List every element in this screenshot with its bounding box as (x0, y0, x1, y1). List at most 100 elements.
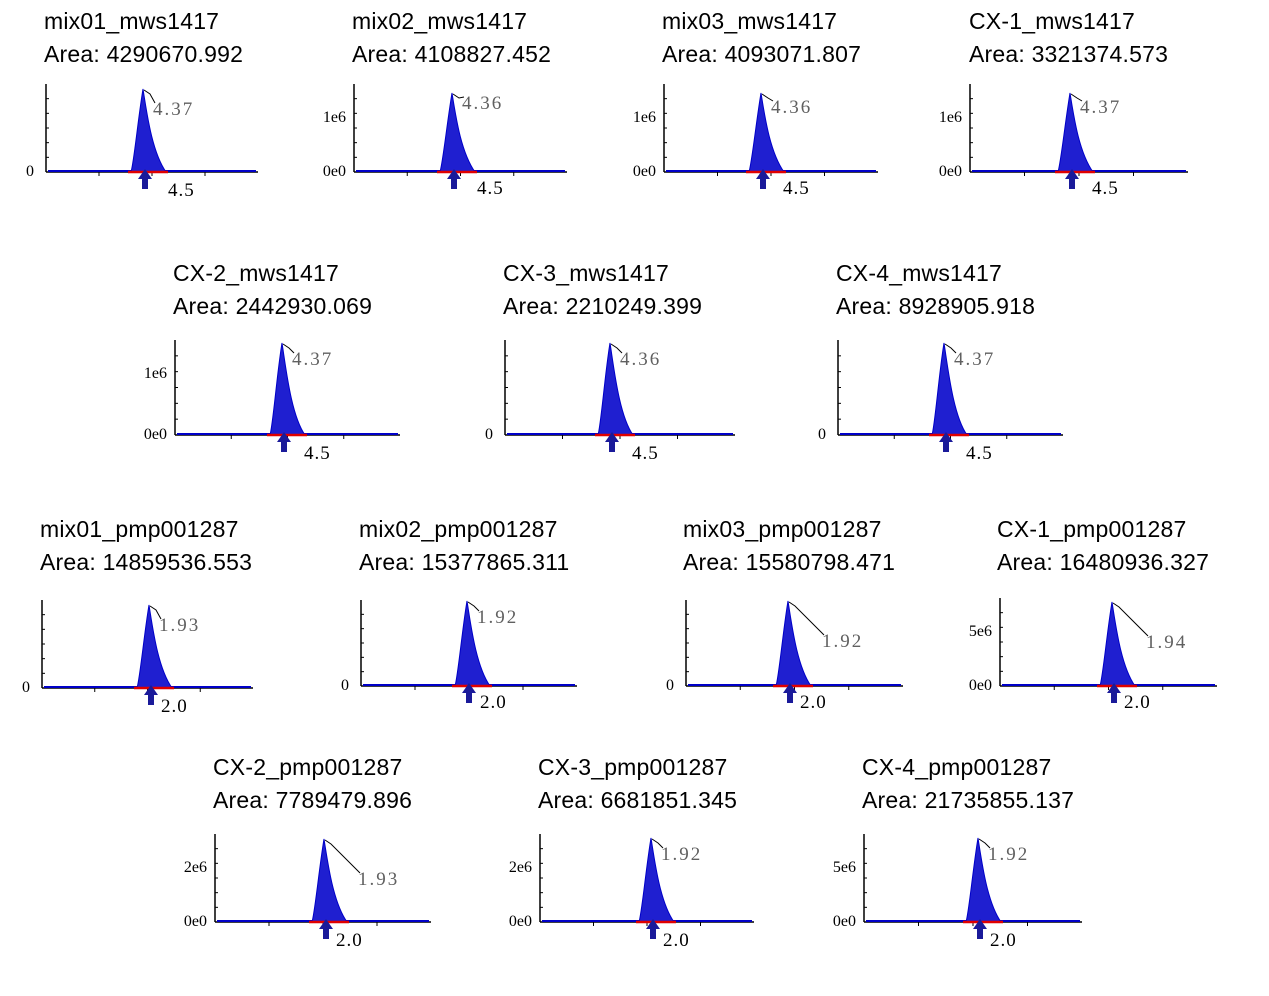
x-tick-label: 4.5 (783, 178, 810, 199)
x-tick-label: 2.0 (800, 692, 827, 713)
peak-rt-label: 4.37 (954, 349, 995, 370)
panel-area-label: Area: 15377865.311 (359, 549, 570, 575)
peak-label-leader (143, 89, 156, 104)
peak-area (1099, 601, 1136, 687)
apex-arrow-icon (756, 169, 770, 189)
apex-arrow-icon (783, 683, 797, 703)
y-tick-label: 2e6 (509, 859, 532, 876)
chromatogram-plot: 0 1.92 2.0 (666, 600, 903, 713)
peak-rt-label: 4.36 (620, 349, 661, 370)
peak-label-leader (452, 93, 465, 99)
y-tick-label: 2e6 (184, 859, 207, 876)
panel-title: CX-4_mws1417 (836, 260, 1003, 286)
peak-rt-label: 4.37 (1080, 97, 1121, 118)
peak-area (775, 600, 812, 687)
panel-title: CX-3_pmp001287 (538, 754, 728, 780)
panel-area-label: Area: 6681851.345 (538, 787, 738, 813)
panel-area-label: Area: 2210249.399 (503, 293, 703, 319)
chromatogram-plot: 1e6 0e0 4.37 4.5 (939, 84, 1188, 199)
x-tick-label: 2.0 (1124, 692, 1151, 713)
chromatogram-plot: 0 1.93 2.0 (22, 600, 253, 717)
panel-area-label: Area: 8928905.918 (836, 293, 1036, 319)
chromatogram-plot: 5e6 0e0 1.92 2.0 (833, 834, 1082, 951)
peak-area (965, 837, 1002, 923)
panel-title: mix02_mws1417 (352, 8, 528, 34)
peak-label-leader (1070, 93, 1083, 102)
x-tick-label: 4.5 (304, 443, 331, 464)
apex-arrow-icon (605, 432, 619, 452)
x-tick-label: 2.0 (990, 930, 1017, 951)
x-tick-label: 4.5 (1092, 178, 1119, 199)
chromatogram-plot: 0 4.37 4.5 (818, 340, 1063, 464)
peak-area (1057, 92, 1094, 173)
x-tick-label: 2.0 (480, 692, 507, 713)
peak-rt-label: 1.93 (159, 615, 200, 636)
y-tick-label: 1e6 (939, 109, 962, 126)
y-tick-label: 0 (26, 163, 34, 180)
peak-area (136, 604, 173, 689)
panel-title: CX-4_pmp001287 (862, 754, 1052, 780)
y-tick-label: 0 (22, 679, 30, 696)
y-tick-label: 0 (485, 426, 493, 443)
peak-area (454, 600, 491, 687)
peak-area (638, 837, 675, 923)
peak-label-leader (978, 838, 991, 849)
y-tick-label: 0e0 (633, 163, 656, 180)
panel-area-label: Area: 3321374.573 (969, 41, 1169, 67)
chromatogram-plot: 0 4.36 4.5 (485, 340, 735, 464)
peak-label-leader (944, 343, 957, 354)
peak-label-leader (1112, 602, 1149, 637)
y-tick-label: 0 (818, 426, 826, 443)
chromatogram-plot: 1e6 0e0 4.36 4.5 (633, 84, 878, 199)
peak-label-leader (467, 601, 480, 612)
peak-rt-label: 1.92 (477, 607, 518, 628)
apex-arrow-icon (138, 169, 152, 189)
apex-arrow-icon (939, 432, 953, 452)
panel-title: CX-2_pmp001287 (213, 754, 403, 780)
peak-area (269, 342, 306, 436)
chromatogram-plot: 2e6 0e0 1.92 2.0 (509, 834, 754, 951)
peak-label-leader (610, 343, 623, 354)
apex-arrow-icon (646, 919, 660, 939)
x-tick-label: 4.5 (477, 178, 504, 199)
peak-rt-label: 1.92 (988, 844, 1029, 865)
peak-label-leader (282, 343, 295, 354)
y-tick-label: 5e6 (969, 623, 992, 640)
y-tick-label: 0e0 (509, 913, 532, 930)
apex-arrow-icon (319, 919, 333, 939)
y-tick-label: 0e0 (144, 426, 167, 443)
y-tick-label: 0e0 (969, 677, 992, 694)
panel-title: mix03_pmp001287 (683, 516, 882, 542)
x-tick-label: 4.5 (966, 443, 993, 464)
y-tick-label: 0e0 (184, 913, 207, 930)
peak-label-leader (149, 605, 162, 620)
chromatogram-plot: 0 4.37 4.5 (26, 84, 258, 201)
chromatogram-plot: 2e6 0e0 1.93 2.0 (184, 834, 431, 951)
apex-arrow-icon (462, 683, 476, 703)
y-tick-label: 0e0 (939, 163, 962, 180)
y-tick-label: 1e6 (323, 109, 346, 126)
y-tick-label: 0e0 (833, 913, 856, 930)
chromatogram-plot: 0 1.92 2.0 (341, 600, 577, 713)
peak-rt-label: 1.93 (358, 869, 399, 890)
x-tick-label: 2.0 (161, 696, 188, 717)
peak-area (130, 88, 167, 173)
y-tick-label: 0 (341, 677, 349, 694)
chromatogram-plot: 1e6 0e0 4.37 4.5 (144, 340, 400, 464)
panel-area-label: Area: 14859536.553 (40, 549, 253, 575)
panel-title: CX-3_mws1417 (503, 260, 670, 286)
peak-area (931, 342, 968, 436)
panel-title: mix02_pmp001287 (359, 516, 558, 542)
peak-rt-label: 1.92 (822, 631, 863, 652)
peak-area (311, 838, 348, 923)
y-tick-label: 1e6 (633, 109, 656, 126)
peak-label-leader (761, 93, 774, 102)
x-tick-label: 2.0 (336, 930, 363, 951)
peak-label-leader (788, 601, 825, 636)
panel-area-label: Area: 4108827.452 (352, 41, 552, 67)
apex-arrow-icon (144, 685, 158, 705)
panel-title: CX-1_pmp001287 (997, 516, 1187, 542)
y-tick-label: 0 (666, 677, 674, 694)
peak-rt-label: 1.92 (661, 844, 702, 865)
